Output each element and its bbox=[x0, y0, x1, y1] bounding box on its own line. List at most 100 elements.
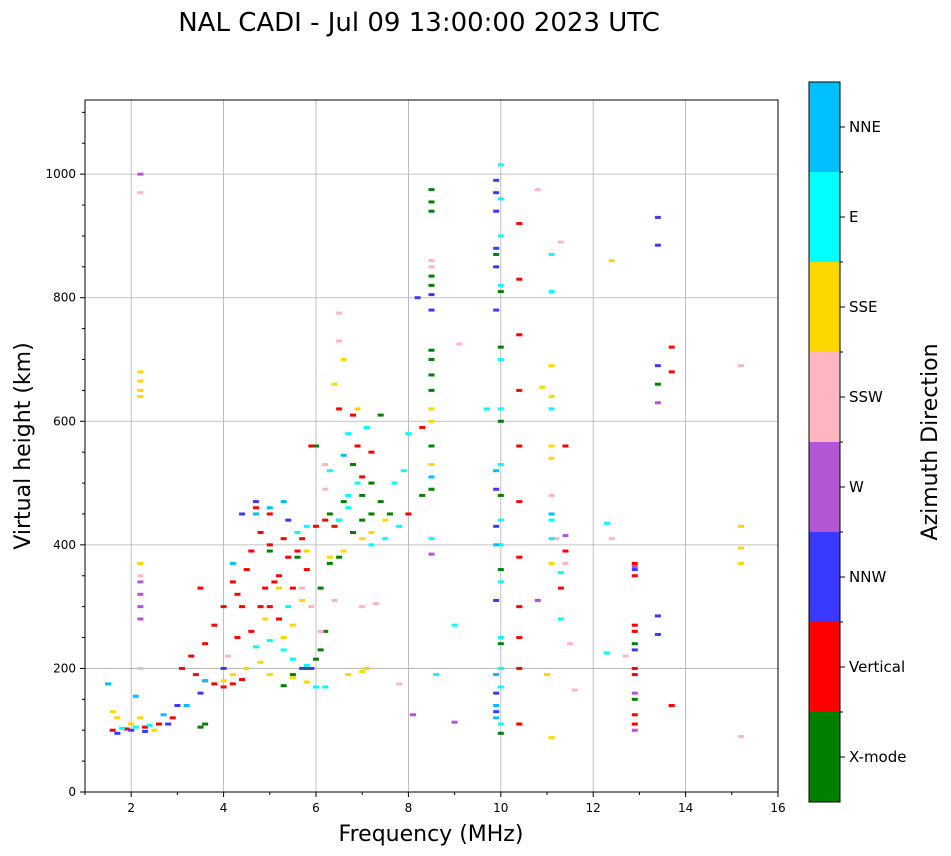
data-point-sse bbox=[229, 673, 236, 677]
data-point-x-mode bbox=[428, 283, 435, 287]
data-point-nnw bbox=[493, 524, 500, 528]
data-point-sse bbox=[243, 666, 250, 670]
data-point-x-mode bbox=[349, 531, 356, 534]
data-point-sse bbox=[303, 549, 310, 553]
data-point-nne bbox=[493, 469, 500, 473]
data-point-vertical bbox=[313, 524, 319, 528]
data-point-nne bbox=[280, 500, 287, 504]
data-point-x-mode bbox=[317, 586, 324, 590]
data-point-e bbox=[497, 234, 504, 238]
data-point-ssw bbox=[137, 666, 144, 670]
data-point-x-mode bbox=[340, 500, 347, 504]
data-point-vertical bbox=[419, 425, 426, 429]
data-point-e bbox=[396, 524, 403, 528]
x-axis-label: Frequency (MHz) bbox=[339, 822, 524, 847]
axis-ticks: 2 4 6 8 10 12 14 16 0 200 400 600 800 1000 bbox=[45, 111, 786, 815]
data-point-w bbox=[137, 172, 144, 176]
data-point-nnw bbox=[654, 614, 661, 618]
data-point-x-mode bbox=[428, 200, 435, 204]
data-point-e bbox=[345, 432, 352, 436]
data-point-vertical bbox=[299, 537, 306, 541]
data-point-vertical bbox=[239, 678, 246, 682]
x-tick-label: 16 bbox=[770, 801, 785, 815]
data-point-sse bbox=[114, 716, 121, 720]
data-point-vertical bbox=[220, 605, 227, 609]
data-point-nnw bbox=[114, 731, 121, 735]
data-point-e bbox=[604, 651, 611, 655]
data-point-vertical bbox=[289, 586, 296, 590]
data-point-sse bbox=[289, 676, 296, 680]
data-point-x-mode bbox=[497, 290, 504, 294]
data-point-nnw bbox=[414, 296, 421, 300]
colorbar-label: Azimuth Direction bbox=[918, 343, 943, 540]
data-point-e bbox=[345, 506, 352, 510]
data-point-e bbox=[382, 537, 389, 541]
data-point-nnw bbox=[308, 666, 315, 670]
data-point-x-mode bbox=[497, 493, 504, 497]
data-point-e bbox=[313, 685, 319, 689]
data-point-ssw bbox=[738, 734, 745, 738]
x-tick-label: 4 bbox=[220, 801, 228, 815]
data-point-vertical bbox=[197, 586, 204, 590]
data-point-sse bbox=[428, 419, 435, 423]
data-point-ssw bbox=[331, 598, 338, 602]
data-point-ssw bbox=[322, 463, 329, 467]
data-point-e bbox=[285, 605, 292, 609]
data-point-ssw bbox=[571, 688, 578, 692]
data-point-e bbox=[303, 663, 310, 667]
data-point-e bbox=[266, 639, 273, 643]
colorbar-swatch-ssw bbox=[809, 352, 840, 442]
data-point-x-mode bbox=[266, 549, 273, 553]
data-point-sse bbox=[289, 623, 296, 627]
data-point-nne bbox=[548, 512, 555, 516]
x-tick-label: 6 bbox=[312, 801, 320, 815]
data-point-e bbox=[497, 407, 504, 411]
data-point-vertical bbox=[220, 685, 227, 689]
data-point-sse bbox=[544, 673, 550, 677]
data-point-nnw bbox=[428, 293, 435, 297]
data-point-vertical bbox=[142, 725, 149, 729]
data-point-x-mode bbox=[428, 348, 435, 352]
data-point-ssw bbox=[336, 339, 343, 343]
data-point-ssw bbox=[534, 188, 541, 192]
data-point-ssw bbox=[562, 561, 569, 565]
data-point-ssw bbox=[557, 240, 564, 244]
data-point-vertical bbox=[266, 512, 273, 516]
data-point-e bbox=[497, 518, 504, 522]
data-point-e bbox=[497, 580, 504, 584]
data-point-nnw bbox=[239, 512, 246, 516]
data-point-e bbox=[303, 524, 310, 528]
data-point-sse bbox=[128, 722, 135, 726]
data-point-vertical bbox=[631, 666, 638, 670]
data-point-vertical bbox=[631, 673, 638, 677]
data-point-w bbox=[654, 401, 661, 405]
data-point-nnw bbox=[631, 648, 638, 652]
data-point-nnw bbox=[493, 178, 500, 182]
data-point-vertical bbox=[354, 444, 361, 448]
data-point-e bbox=[345, 493, 352, 497]
data-point-sse bbox=[382, 518, 389, 522]
data-point-e bbox=[428, 537, 435, 541]
data-point-x-mode bbox=[322, 629, 329, 633]
data-point-e bbox=[548, 407, 555, 411]
data-point-vertical bbox=[331, 524, 338, 528]
data-point-sse bbox=[280, 636, 287, 640]
data-point-x-mode bbox=[359, 518, 366, 522]
data-point-x-mode bbox=[377, 413, 384, 417]
colorbar-swatch-sse bbox=[809, 262, 840, 352]
data-point-vertical bbox=[155, 722, 162, 726]
data-point-vertical bbox=[303, 568, 310, 572]
x-tick-label: 8 bbox=[405, 801, 413, 815]
data-point-sse bbox=[354, 407, 361, 411]
data-point-x-mode bbox=[428, 487, 435, 491]
data-point-x-mode bbox=[631, 697, 638, 701]
data-point-nnw bbox=[174, 704, 181, 707]
colorbar-tick-label: X-mode bbox=[849, 748, 906, 766]
data-point-vertical bbox=[516, 277, 523, 281]
data-point-x-mode bbox=[428, 188, 435, 192]
data-point-w bbox=[451, 720, 458, 724]
y-tick-label: 1000 bbox=[45, 167, 76, 181]
data-point-x-mode bbox=[428, 209, 435, 213]
data-point-ssw bbox=[548, 493, 555, 497]
data-point-vertical bbox=[202, 642, 209, 646]
